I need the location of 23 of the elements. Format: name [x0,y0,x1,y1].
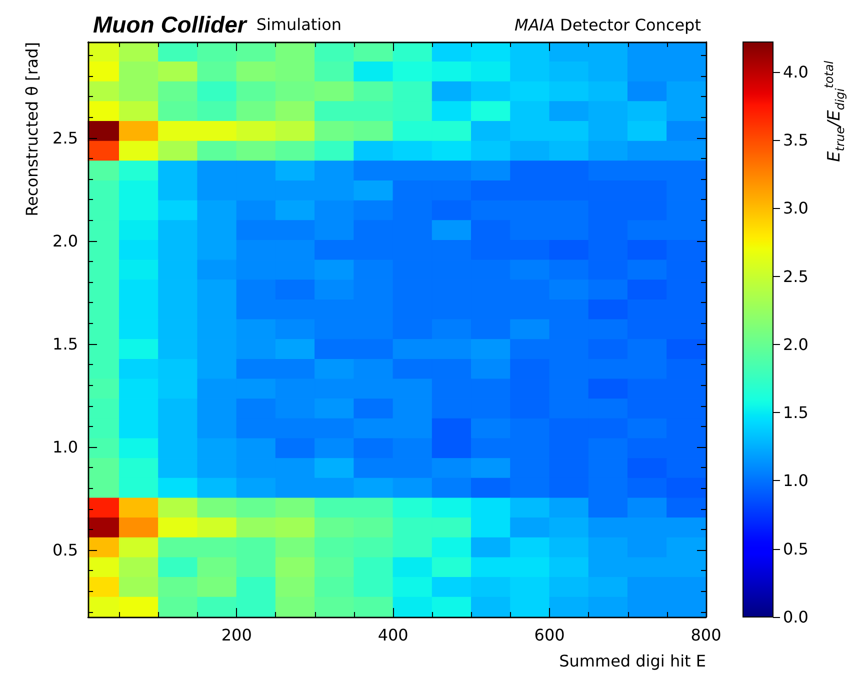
x-tick-label: 600 [534,626,565,644]
color-bar-label: 2.5 [783,266,808,286]
color-bar-label: 4.0 [783,62,808,82]
color-bar-label: 3.0 [783,198,808,218]
y-axis-title: Reconstructed θ [rad] [22,42,42,216]
chart-subtitle: Simulation [256,15,342,34]
text: MAIA Detector Concept [514,16,701,34]
y-tick-label: 1.0 [52,437,78,456]
x-tick-label: 200 [221,626,252,644]
y-tick-label: 2.0 [52,231,78,250]
y-tick-label: 0.5 [52,540,78,560]
color-bar-label: 2.0 [783,334,808,354]
color-bar-label: 3.5 [783,130,808,150]
x-tick-label: 400 [378,626,408,644]
color-bar-label: 0.5 [783,539,808,558]
y-tick-label: 1.5 [52,334,78,354]
color-bar-label: 1.5 [783,403,808,422]
chart-title: Muon Collider [93,12,248,38]
x-tick-label: 800 [690,626,722,644]
x-axis-title: Summed digi hit E [559,652,706,670]
color-bar-label: 1.0 [783,471,808,490]
color-bar-label: 0.0 [783,608,808,626]
y-tick-label: 2.5 [52,128,78,148]
